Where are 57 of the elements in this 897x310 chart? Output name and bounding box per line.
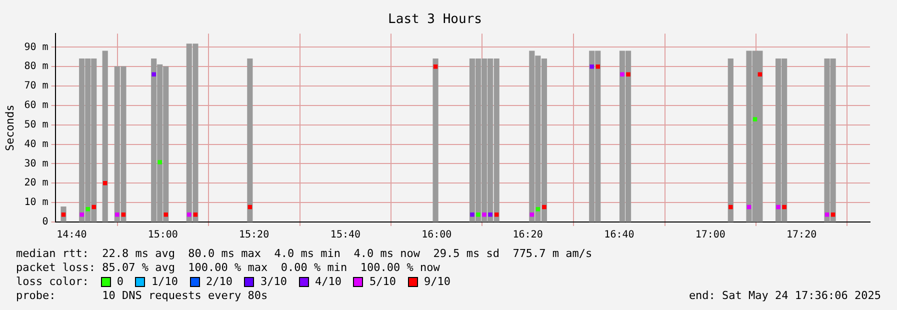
y-tick-label: 10 m (24, 197, 48, 208)
y-tick-label: 20 m (24, 178, 48, 189)
y-tick-label: 60 m (24, 100, 48, 112)
point (776, 204, 780, 210)
point (86, 207, 90, 212)
x-tick-label: 15:00 (148, 230, 178, 241)
x-tick-label: 16:00 (422, 230, 452, 241)
legend-label: 9/10 (424, 275, 450, 288)
y-tick-label: 50 m (24, 119, 48, 130)
point (728, 204, 733, 210)
point (470, 212, 474, 217)
y-axis-title: Seconds (3, 104, 16, 151)
bar (728, 58, 734, 222)
point (115, 212, 120, 217)
point (536, 207, 540, 212)
bar (247, 58, 253, 222)
point (80, 212, 84, 217)
point (488, 212, 492, 217)
x-tick-label: 15:40 (330, 230, 361, 241)
y-tick-label: 0 (42, 216, 48, 228)
y-tick-label: 90 m (24, 42, 48, 53)
point (152, 72, 156, 77)
point (482, 212, 486, 217)
legend-title: loss color: (16, 275, 89, 288)
x-tick-label: 17:20 (786, 230, 817, 241)
bar (432, 58, 438, 222)
point (542, 204, 546, 210)
y-tick-label: 40 m (24, 138, 48, 150)
y-tick-label: 80 m (24, 61, 48, 72)
chart-title: Last 3 Hours (388, 12, 482, 28)
point (102, 181, 108, 186)
point (187, 212, 192, 217)
text: end: Sat May 24 17:36:06 2025 (688, 288, 881, 304)
legend-label: 5/10 (369, 275, 396, 288)
point (590, 64, 594, 69)
legend-label: 4/10 (314, 275, 342, 288)
point (620, 72, 624, 77)
point (626, 72, 630, 77)
point (158, 160, 162, 164)
x-tick-label: 14:40 (56, 230, 87, 241)
text: median rtt: 22.8 ms avg 80.0 ms max 4.0 ms min 4.0 ms now 29.5 ms sd 775.7 m am/s (16, 246, 592, 262)
text: packet loss: 85.07 % avg 100.00 % max 0.00 % min 100.00 % now (16, 260, 440, 276)
legend-label: 0 (116, 275, 124, 288)
text: probe: 10 DNS requests every 80s (16, 288, 268, 304)
legend-label: 1/10 (151, 275, 178, 288)
y-tick-label: 70 m (24, 80, 48, 92)
y-tick-label: 30 m (24, 158, 48, 170)
legend-label: 2/10 (206, 275, 232, 288)
x-tick-label: 17:00 (695, 230, 726, 241)
bar (102, 50, 108, 222)
legend-label: 3/10 (260, 275, 287, 288)
x-tick-label: 15:20 (238, 230, 270, 241)
x-tick-label: 16:40 (604, 230, 634, 241)
x-tick-label: 16:20 (512, 230, 543, 241)
point (752, 117, 758, 122)
point (782, 204, 786, 210)
point (476, 212, 480, 217)
